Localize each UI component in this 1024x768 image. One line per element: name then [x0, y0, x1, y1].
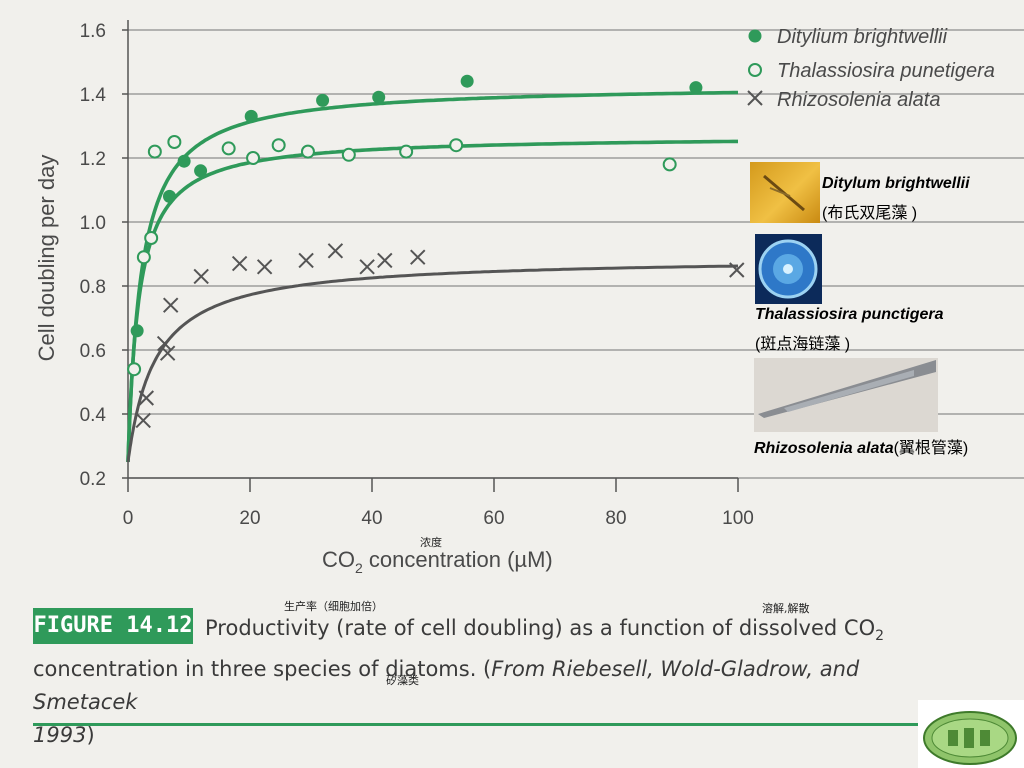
- y-tick-label: 0.8: [80, 277, 106, 298]
- data-point-rhizosolenia: [193, 268, 209, 285]
- data-point-ditylium: [372, 90, 386, 104]
- x-tick-label: 0: [123, 508, 134, 529]
- data-point-thalassiosira: [300, 144, 315, 159]
- data-point-thalassiosira: [662, 157, 677, 172]
- data-point-ditylium: [244, 109, 258, 123]
- data-point-thalassiosira: [246, 151, 261, 165]
- y-tick-label: 1.4: [80, 85, 107, 106]
- data-point-rhizosolenia: [138, 390, 155, 406]
- y-tick-label: 0.4: [80, 405, 107, 426]
- x-tick-label: 20: [239, 508, 260, 529]
- ditylum-chinese: (布氏双尾藻 ): [822, 205, 918, 222]
- legend-label-thalassiosira: Thalassiosira punetigera: [777, 60, 995, 82]
- data-point-rhizosolenia: [298, 252, 314, 269]
- data-point-ditylium: [460, 74, 474, 88]
- caption-divider: [33, 723, 918, 726]
- data-point-thalassiosira: [399, 144, 414, 159]
- thalassiosira-chinese: (斑点海链藻 ): [755, 336, 851, 353]
- y-tick-label: 1.2: [80, 149, 106, 170]
- data-point-rhizosolenia: [729, 262, 745, 278]
- legend-label-rhizosolenia: Rhizosolenia alata: [777, 89, 940, 111]
- legend-marker-thalassiosira: [748, 63, 762, 77]
- y-tick-label: 1.0: [80, 213, 106, 234]
- fit-curves: [126, 90, 739, 463]
- data-point-thalassiosira: [449, 138, 464, 153]
- fit-curve-0: [126, 90, 739, 463]
- data-point-rhizosolenia: [156, 335, 173, 352]
- data-point-thalassiosira: [127, 362, 142, 377]
- data-point-rhizosolenia: [410, 249, 426, 265]
- figure-caption: Productivity (rate of cell doubling) as …: [33, 616, 885, 748]
- data-point-rhizosolenia: [256, 259, 273, 275]
- data-point-thalassiosira: [147, 144, 162, 159]
- data-point-rhizosolenia: [162, 297, 179, 313]
- ditylum-cell-icon: [763, 174, 805, 212]
- data-point-ditylium: [177, 154, 191, 168]
- rhizosolenia-label: Rhizosolenia alata(翼根管藻): [754, 440, 969, 457]
- y-tick-label: 0.6: [80, 341, 106, 362]
- axes: 0.2 0.4 0.6 0.8 1.0 1.2 1.4 1.6 0 20 40 60 80 100: [80, 20, 754, 529]
- x-tick-label: 100: [722, 508, 754, 529]
- data-point-rhizosolenia: [135, 412, 151, 429]
- thalassiosira-cell-icon: [758, 239, 818, 299]
- data-point-ditylium: [194, 164, 208, 178]
- chart: 0.2 0.4 0.6 0.8 1.0 1.2 1.4 1.6 0 20 40 60 80 100 Cel…: [34, 20, 1024, 576]
- data-point-rhizosolenia: [159, 345, 176, 361]
- y-tick-label: 0.2: [80, 469, 106, 490]
- data-point-thalassiosira: [341, 147, 356, 162]
- data-points: [127, 74, 745, 429]
- rhizosolenia-cell-icon: [758, 360, 936, 418]
- fit-curve-1: [126, 139, 738, 463]
- figure-label: FIGURE 14.12: [33, 608, 193, 644]
- x-tick-label: 80: [605, 508, 626, 529]
- y-axis-title: Cell doubling per day: [34, 155, 59, 362]
- chloroplast-diagram: [918, 700, 1024, 768]
- data-point-rhizosolenia: [327, 243, 344, 259]
- data-point-ditylium: [316, 93, 330, 107]
- x-tick-label: 40: [361, 508, 382, 529]
- annotation-rongjie: 溶解,解散: [762, 602, 810, 615]
- data-point-ditylium: [162, 189, 176, 203]
- rhizosolenia-image: [754, 358, 938, 432]
- legend-marker-ditylium: [748, 29, 762, 43]
- data-point-thalassiosira: [221, 141, 236, 156]
- fit-curve-2: [126, 264, 739, 463]
- chloroplast-icon: [923, 711, 1017, 765]
- data-point-thalassiosira: [167, 135, 182, 149]
- data-point-rhizosolenia: [231, 255, 248, 272]
- legend: Ditylium brightwellii Thalassiosira pune…: [747, 26, 995, 111]
- x-tick-label: 60: [483, 508, 504, 529]
- data-point-rhizosolenia: [359, 259, 375, 275]
- y-tick-label: 1.6: [80, 21, 106, 42]
- thalassiosira-image: [755, 234, 822, 304]
- data-point-ditylium: [689, 81, 703, 95]
- ditylum-image: [750, 162, 820, 223]
- data-point-rhizosolenia: [377, 252, 393, 269]
- ditylum-name: Ditylum brightwellii: [822, 175, 970, 192]
- data-point-thalassiosira: [136, 250, 151, 265]
- thalassiosira-name: Thalassiosira punctigera: [755, 306, 944, 323]
- annotation-guizaolei: 矽藻类: [386, 674, 419, 687]
- legend-marker-rhizosolenia: [747, 90, 763, 106]
- data-point-thalassiosira: [144, 231, 159, 245]
- annotation-nongdu: 浓度: [420, 536, 442, 549]
- annotation-shengchanlv: 生产率（细胞加倍）: [284, 600, 383, 613]
- legend-label-ditylium: Ditylium brightwellii: [777, 26, 948, 48]
- data-point-thalassiosira: [271, 138, 286, 153]
- data-point-ditylium: [130, 324, 144, 338]
- x-axis-title: CO2 concentration (µM): [322, 547, 553, 576]
